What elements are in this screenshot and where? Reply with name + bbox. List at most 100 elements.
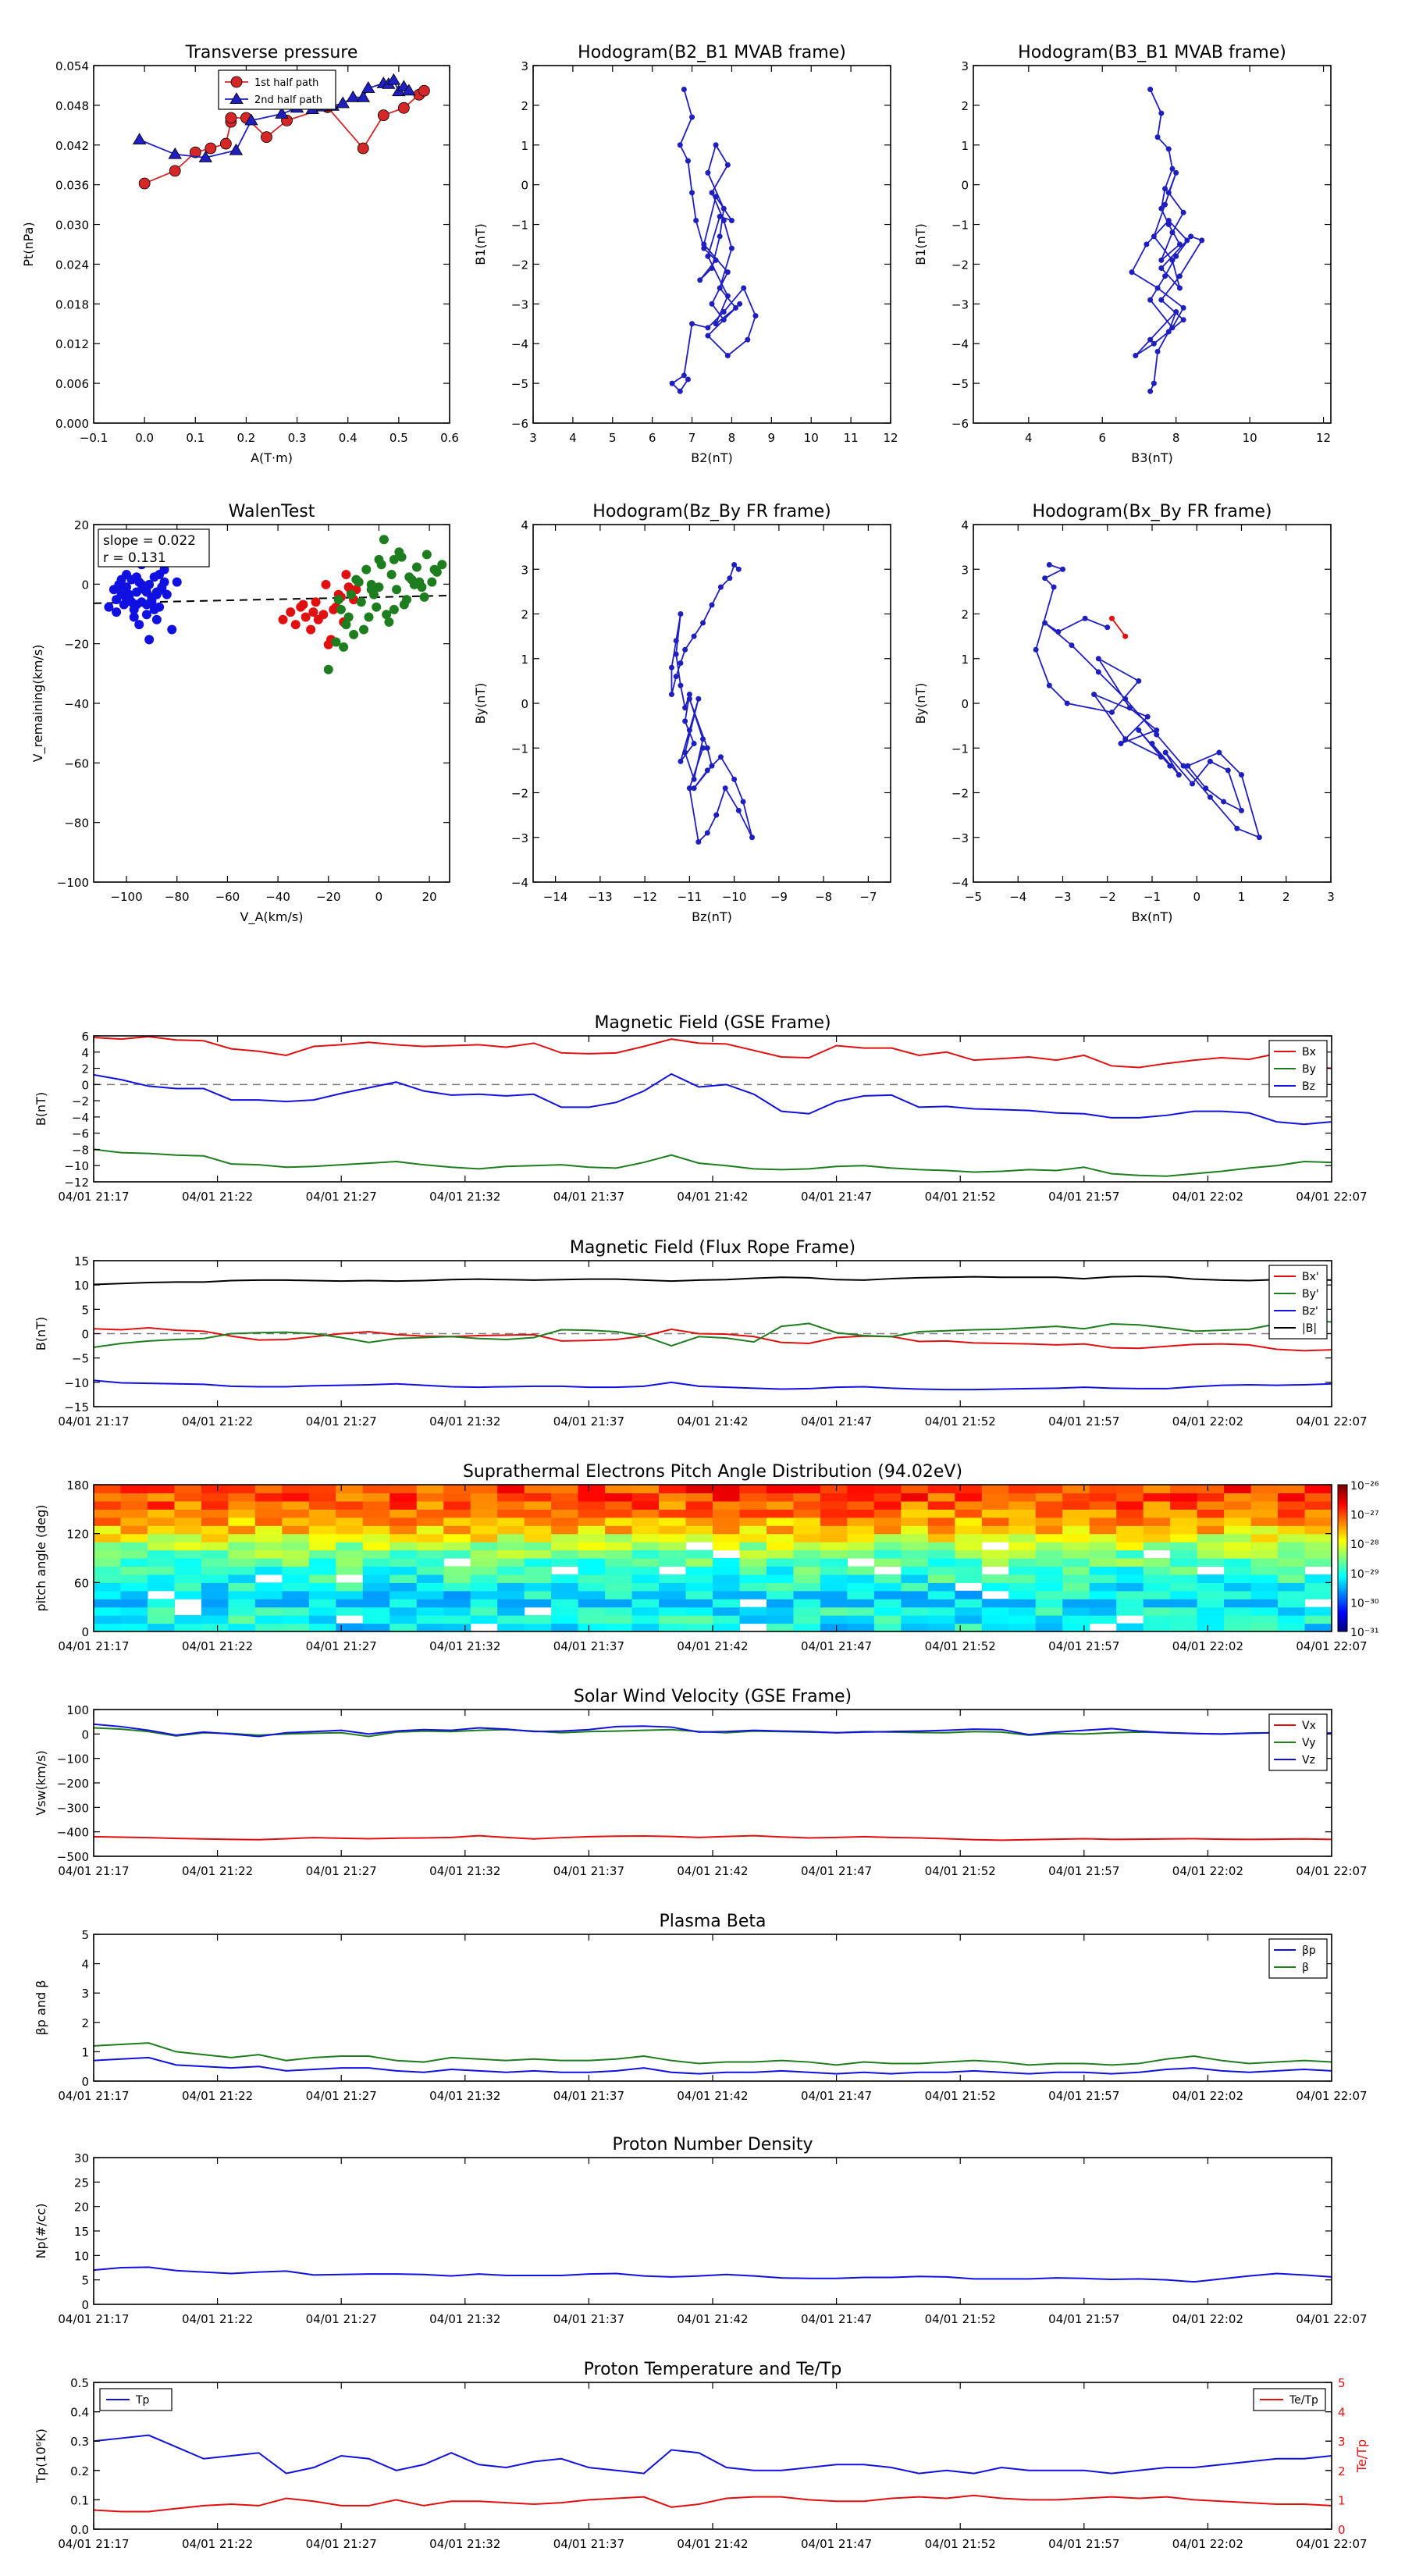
data-point	[1173, 169, 1179, 176]
heatmap-cell	[120, 1533, 148, 1542]
y-tick-label: 10	[74, 1279, 89, 1293]
series-line-Vz	[94, 1723, 1332, 1738]
heatmap-cell	[1170, 1582, 1198, 1592]
legend-label: Bx'	[1302, 1271, 1319, 1283]
x-axis-label: B2(nT)	[691, 450, 733, 465]
x-tick-label: −10	[722, 890, 747, 904]
data-point	[752, 313, 759, 319]
data-point	[1188, 233, 1194, 240]
data-point	[1225, 767, 1231, 774]
data-point	[1046, 682, 1052, 688]
heatmap-cell	[793, 1550, 821, 1559]
heatmap-cell	[739, 1590, 767, 1599]
data-point	[168, 147, 182, 159]
heatmap-cell	[1089, 1542, 1117, 1551]
heatmap-cell	[1116, 1574, 1144, 1583]
heatmap-cell	[443, 1493, 471, 1502]
plot-area	[94, 2434, 1332, 2513]
heatmap-cell	[1089, 1500, 1117, 1510]
data-point	[713, 194, 719, 200]
heatmap-cell	[1197, 1517, 1225, 1526]
colorbar-step	[1338, 1617, 1347, 1620]
heatmap-cell	[443, 1500, 471, 1510]
data-point	[749, 834, 756, 841]
heatmap-cell	[147, 1500, 176, 1510]
x-tick-label: 04/01 21:17	[58, 1414, 129, 1429]
plot-area	[668, 562, 756, 845]
heatmap-cell	[1008, 1493, 1037, 1502]
colorbar-step	[1338, 1628, 1347, 1632]
heatmap-cell	[1143, 1599, 1171, 1608]
heatmap-cell	[1089, 1485, 1117, 1494]
heatmap-cell	[228, 1485, 256, 1494]
heatmap-cell	[847, 1542, 875, 1551]
x-tick-label: 04/01 22:02	[1172, 2537, 1243, 2551]
heatmap-cell	[1278, 1517, 1306, 1526]
data-point	[151, 587, 162, 597]
heatmap-cell	[766, 1558, 795, 1567]
data-point	[673, 638, 679, 644]
data-point	[1165, 329, 1172, 335]
heatmap-cell	[659, 1493, 687, 1502]
data-point	[728, 245, 735, 251]
data-point	[1091, 692, 1097, 698]
y-axis-label: B1(nT)	[473, 223, 488, 265]
colorbar-step	[1338, 1518, 1347, 1522]
heatmap-cell	[120, 1525, 148, 1535]
heatmap-cell	[1224, 1533, 1252, 1542]
heatmap-cell	[1143, 1509, 1171, 1518]
colorbar-step	[1338, 1524, 1347, 1527]
heatmap-cell	[1304, 1606, 1332, 1616]
heatmap-cell	[524, 1525, 552, 1535]
y-tick-label: 0	[81, 578, 89, 592]
data-point	[678, 660, 684, 666]
colorbar-step	[1338, 1501, 1347, 1505]
heatmap-cell	[201, 1485, 229, 1494]
heatmap-cell	[1304, 1623, 1332, 1632]
heatmap-cell	[497, 1485, 525, 1494]
x-tick-label: 3	[1327, 890, 1335, 904]
heatmap-cell	[228, 1493, 256, 1502]
heatmap-cell	[1062, 1623, 1090, 1632]
heatmap-cell	[551, 1509, 579, 1518]
heatmap-cell	[94, 1500, 122, 1510]
data-point	[1158, 110, 1165, 116]
heatmap-cell	[901, 1615, 929, 1624]
heatmap-cell	[362, 1615, 390, 1624]
heatmap-cell	[847, 1590, 875, 1599]
heatmap-cell	[927, 1517, 955, 1526]
heatmap-cell	[1278, 1623, 1306, 1632]
heatmap-cell	[685, 1599, 713, 1608]
heatmap-cell	[659, 1599, 687, 1608]
heatmap-cell	[1278, 1615, 1306, 1624]
heatmap-cell	[1008, 1542, 1037, 1551]
heatmap-cell	[981, 1550, 1009, 1559]
heatmap-cell	[282, 1485, 310, 1494]
heatmap-cell	[713, 1485, 741, 1494]
data-point	[1147, 388, 1154, 394]
series-line-β	[94, 2042, 1332, 2066]
data-point	[414, 577, 425, 587]
heatmap-cell	[820, 1485, 848, 1494]
heatmap-cell	[820, 1599, 848, 1608]
data-point	[1055, 628, 1062, 635]
heatmap-cell	[308, 1517, 336, 1526]
heatmap-cell	[847, 1606, 875, 1616]
heatmap-cell	[228, 1615, 256, 1624]
legend-label: Bz	[1302, 1080, 1315, 1093]
heatmap-cell	[470, 1485, 498, 1494]
heatmap-cell	[578, 1533, 606, 1542]
heatmap-cell	[578, 1550, 606, 1559]
heatmap-cell	[524, 1590, 552, 1599]
data-point	[689, 321, 695, 327]
data-point	[705, 169, 711, 176]
data-point	[149, 604, 159, 614]
data-point	[1162, 201, 1168, 208]
heatmap-cell	[336, 1493, 364, 1502]
x-tick-label: −12	[632, 890, 657, 904]
data-point	[339, 642, 349, 652]
heatmap-cell	[873, 1550, 902, 1559]
chart-title: Proton Number Density	[613, 2135, 813, 2154]
series-line	[1035, 564, 1261, 839]
data-point	[418, 84, 430, 97]
